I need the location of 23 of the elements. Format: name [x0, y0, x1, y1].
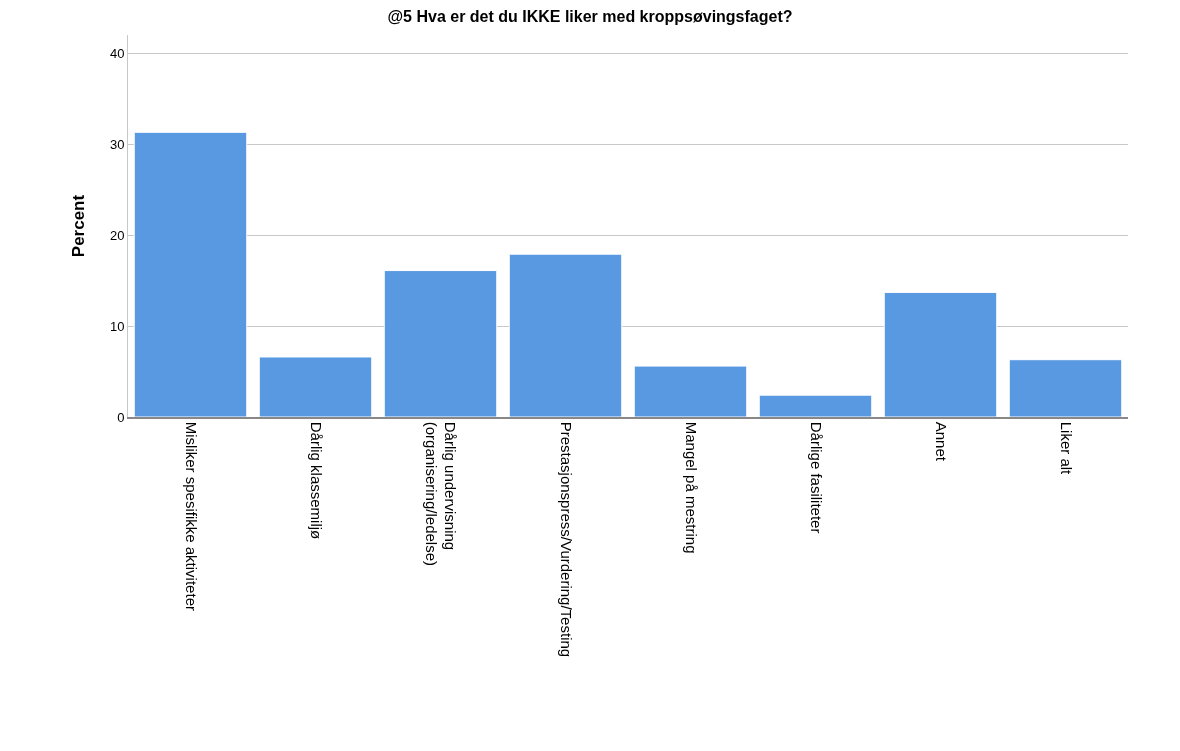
bar: [883, 291, 998, 417]
x-tick-label: Dårlige fasiliteter: [807, 421, 825, 534]
bar: [383, 270, 498, 417]
y-axis-title: Percent: [69, 194, 89, 258]
x-tick-label: Prestasjonspress/Vurdering/Testing: [557, 421, 575, 658]
x-tick-label: Mangel på mestring: [682, 421, 700, 554]
x-tick-label: Liker alt: [1057, 421, 1075, 476]
x-tick-label: Dårlig klassemiljø: [307, 421, 325, 540]
bar: [133, 131, 248, 417]
bar: [258, 356, 373, 417]
y-tick-label: 40: [109, 45, 125, 61]
bar: [1008, 359, 1123, 417]
chart-title: @5 Hva er det du IKKE liker med kroppsøvingsfaget?: [387, 8, 793, 26]
y-tick-label: 30: [109, 136, 125, 152]
bar: [508, 253, 623, 417]
y-tick-label: 10: [109, 318, 125, 334]
y-tick-label: 20: [109, 227, 125, 243]
x-tick-label: Dårlig undervisning (organisering/ledelse): [422, 421, 460, 566]
bar: [758, 394, 873, 417]
bar: [633, 365, 748, 417]
x-tick-label: Annet: [932, 421, 950, 462]
y-tick-label: 0: [117, 409, 125, 425]
x-tick-label: Misliker spesifikke aktiviteter: [182, 421, 200, 611]
